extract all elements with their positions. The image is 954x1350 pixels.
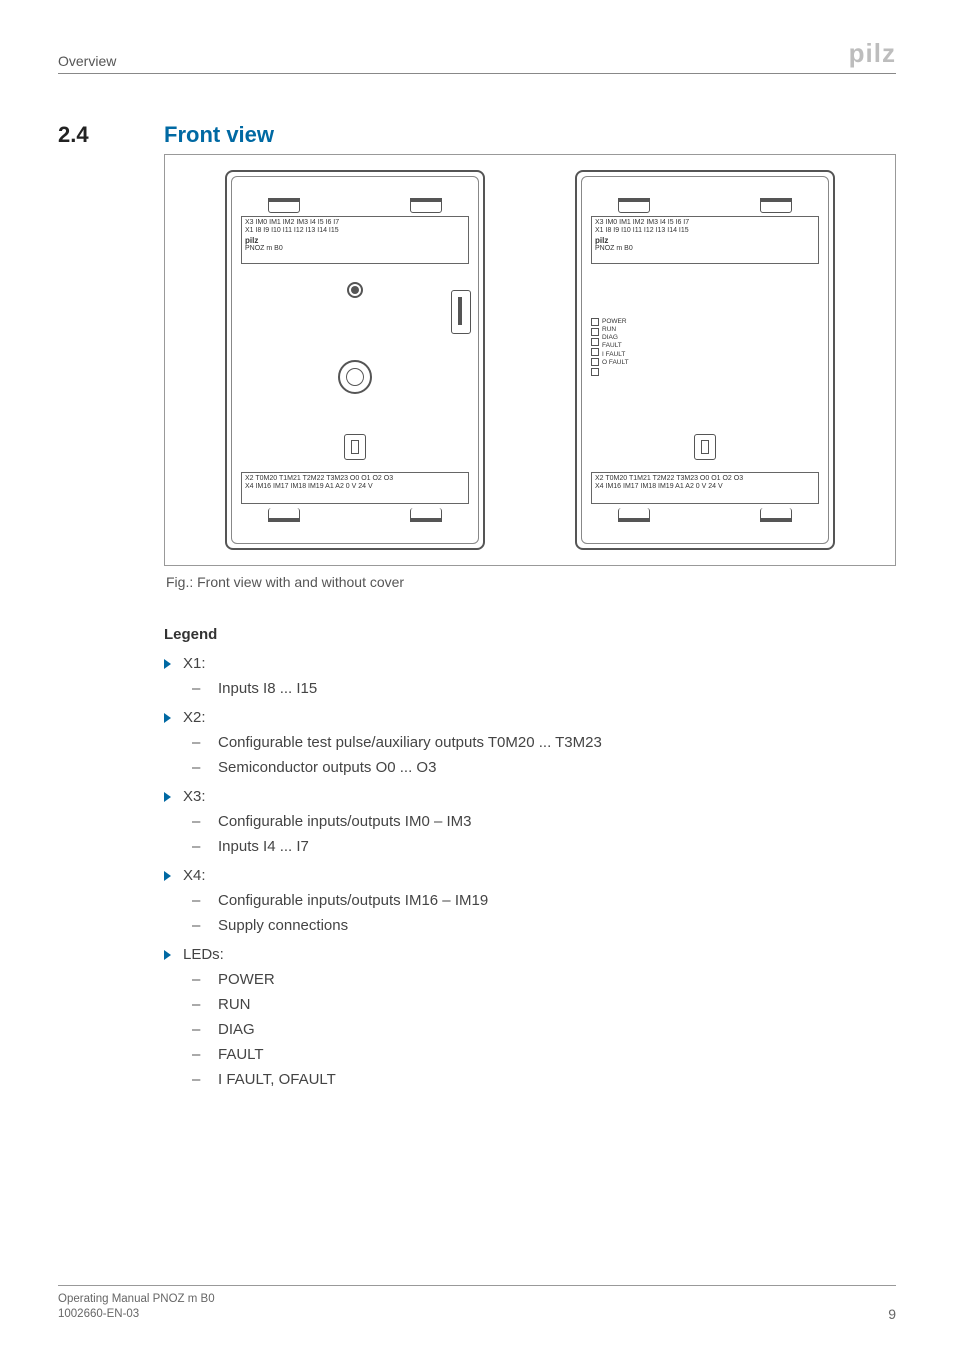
- dash-icon: –: [192, 1021, 204, 1038]
- legend-subitem-text: I FAULT, OFAULT: [218, 1071, 336, 1088]
- screw-icon: [347, 282, 363, 298]
- legend-item-label: X2:: [183, 709, 206, 726]
- legend-item: X1: –Inputs I8 ... I15: [164, 653, 896, 701]
- legend-subitem-text: Supply connections: [218, 917, 348, 934]
- legend-subitem: –Configurable inputs/outputs IM16 – IM19: [192, 888, 896, 913]
- figure-front-view: X3 IM0 IM1 IM2 IM3 I4 I5 I6 I7 X1 I8 I9 …: [164, 154, 896, 566]
- legend-subitem: –Semiconductor outputs O0 ... O3: [192, 755, 896, 780]
- legend-item-label: LEDs:: [183, 946, 224, 963]
- footer-doc-title: Operating Manual PNOZ m B0: [58, 1292, 215, 1307]
- dash-icon: –: [192, 1046, 204, 1063]
- legend-item-label: X3:: [183, 788, 206, 805]
- triangle-bullet-icon: [164, 659, 171, 669]
- triangle-bullet-icon: [164, 871, 171, 881]
- legend-subitem-text: Semiconductor outputs O0 ... O3: [218, 759, 436, 776]
- figure-caption: Fig.: Front view with and without cover: [166, 574, 894, 590]
- footer-doc-id: 1002660-EN-03: [58, 1307, 215, 1322]
- device-with-cover: X3 IM0 IM1 IM2 IM3 I4 I5 I6 I7 X1 I8 I9 …: [225, 170, 485, 550]
- breadcrumb: Overview: [58, 53, 116, 69]
- legend-subitem: –RUN: [192, 992, 896, 1017]
- terminal-labels-bottom: X2 T0M20 T1M21 T2M22 T3M23 O0 O1 O2 O3 X…: [591, 472, 819, 504]
- dash-icon: –: [192, 996, 204, 1013]
- legend-item: X4: –Configurable inputs/outputs IM16 – I…: [164, 865, 896, 938]
- section-title: Front view: [164, 122, 274, 148]
- legend-subitem-text: Configurable test pulse/auxiliary output…: [218, 734, 602, 751]
- legend-subitem-text: Inputs I8 ... I15: [218, 680, 317, 697]
- triangle-bullet-icon: [164, 713, 171, 723]
- page-footer: Operating Manual PNOZ m B0 1002660-EN-03…: [58, 1285, 896, 1322]
- legend-subitem: –POWER: [192, 967, 896, 992]
- dash-icon: –: [192, 1071, 204, 1088]
- legend-subitem: –DIAG: [192, 1017, 896, 1042]
- legend-heading: Legend: [164, 626, 896, 643]
- rotary-switch-icon: [338, 360, 372, 394]
- dash-icon: –: [192, 971, 204, 988]
- legend-item: X2: –Configurable test pulse/auxiliary ou…: [164, 707, 896, 780]
- dash-icon: –: [192, 917, 204, 934]
- legend-subitem-text: Configurable inputs/outputs IM0 – IM3: [218, 813, 471, 830]
- terminal-labels-top: X3 IM0 IM1 IM2 IM3 I4 I5 I6 I7 X1 I8 I9 …: [591, 216, 819, 264]
- legend-subitem: –Inputs I8 ... I15: [192, 676, 896, 701]
- legend-item: LEDs:–POWER–RUN–DIAG–FAULT–I FAULT, OFAU…: [164, 944, 896, 1092]
- terminal-labels-bottom: X2 T0M20 T1M21 T2M22 T3M23 O0 O1 O2 O3 X…: [241, 472, 469, 504]
- triangle-bullet-icon: [164, 950, 171, 960]
- dash-icon: –: [192, 813, 204, 830]
- legend-subitem: –I FAULT, OFAULT: [192, 1067, 896, 1092]
- dash-icon: –: [192, 759, 204, 776]
- legend-item-label: X1:: [183, 655, 206, 672]
- dash-icon: –: [192, 680, 204, 697]
- legend-item: X3: –Configurable inputs/outputs IM0 – IM…: [164, 786, 896, 859]
- legend-subitem: –Supply connections: [192, 913, 896, 938]
- brand-logo: pilz: [849, 38, 896, 69]
- legend-subitem-text: Configurable inputs/outputs IM16 – IM19: [218, 892, 488, 909]
- legend-subitem-text: POWER: [218, 971, 275, 988]
- dash-icon: –: [192, 838, 204, 855]
- legend-subitem-text: RUN: [218, 996, 251, 1013]
- dash-icon: –: [192, 734, 204, 751]
- latch-icon: [451, 290, 471, 334]
- triangle-bullet-icon: [164, 792, 171, 802]
- legend-subitem-text: Inputs I4 ... I7: [218, 838, 309, 855]
- legend-subitem-text: FAULT: [218, 1046, 264, 1063]
- usb-slot-icon: [344, 434, 366, 460]
- usb-slot-icon: [694, 434, 716, 460]
- legend-subitem: –FAULT: [192, 1042, 896, 1067]
- page-header: Overview pilz: [58, 38, 896, 74]
- legend-list: X1:–Inputs I8 ... I15X2:–Configurable te…: [164, 653, 896, 1092]
- device-without-cover: X3 IM0 IM1 IM2 IM3 I4 I5 I6 I7 X1 I8 I9 …: [575, 170, 835, 550]
- legend-subitem: –Configurable inputs/outputs IM0 – IM3: [192, 809, 896, 834]
- legend-subitem-text: DIAG: [218, 1021, 255, 1038]
- page-number: 9: [888, 1306, 896, 1322]
- dash-icon: –: [192, 892, 204, 909]
- legend-subitem: –Inputs I4 ... I7: [192, 834, 896, 859]
- section-heading: 2.4 Front view: [58, 122, 896, 148]
- section-number: 2.4: [58, 122, 130, 148]
- terminal-labels-top: X3 IM0 IM1 IM2 IM3 I4 I5 I6 I7 X1 I8 I9 …: [241, 216, 469, 264]
- legend-subitem: –Configurable test pulse/auxiliary outpu…: [192, 730, 896, 755]
- legend-item-label: X4:: [183, 867, 206, 884]
- led-block: POWER RUN DIAG FAULT I FAULT O FAULT: [591, 318, 629, 376]
